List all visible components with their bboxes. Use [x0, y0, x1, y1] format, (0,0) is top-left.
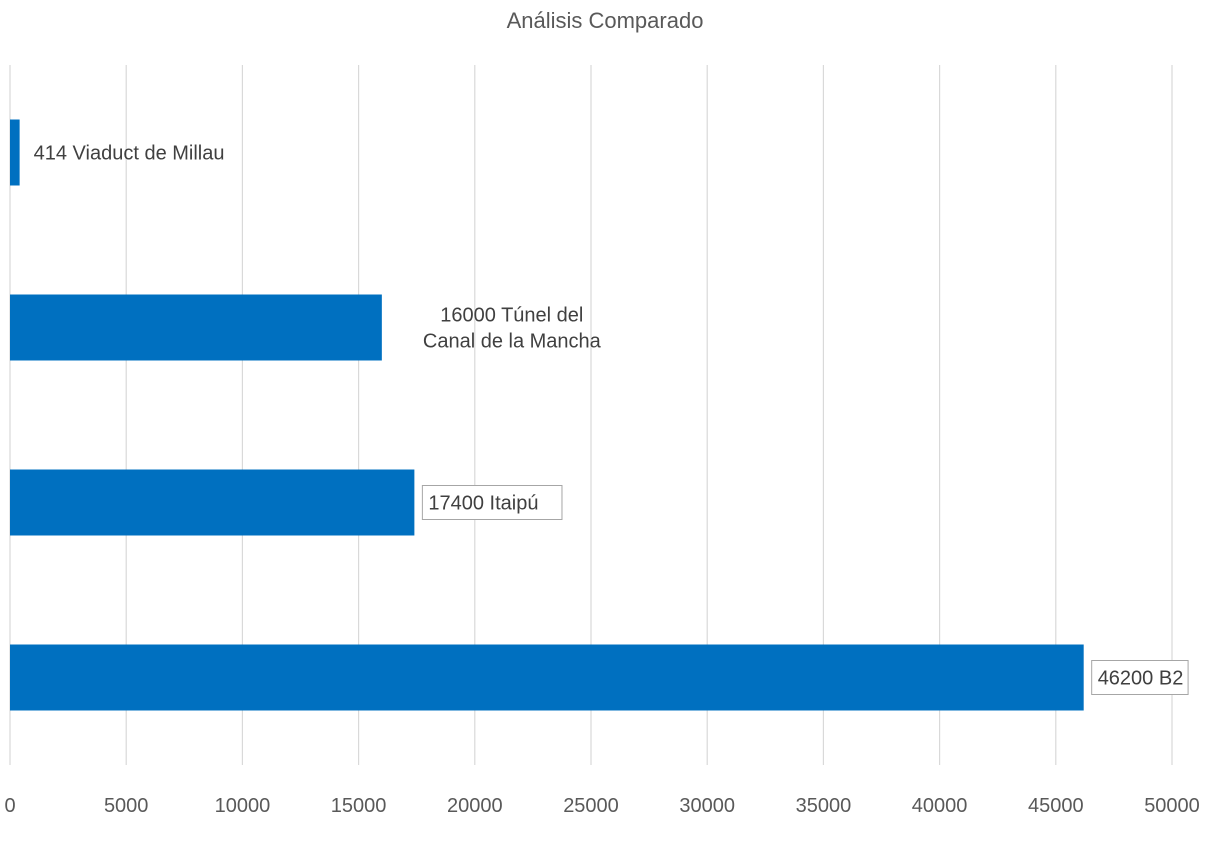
bar: [10, 469, 415, 536]
x-tick-label: 10000: [215, 795, 271, 817]
data-label: 17400 Itaipú: [428, 493, 538, 515]
x-tick-label: 0: [4, 795, 15, 817]
bar: [10, 119, 20, 186]
data-label: 46200 B2: [1098, 668, 1184, 690]
data-label: 16000 Túnel del Canal de la Mancha: [423, 305, 602, 353]
x-tick-label: 45000: [1028, 795, 1084, 817]
chart-title: Análisis Comparado: [506, 8, 704, 33]
x-tick-label: 30000: [679, 795, 735, 817]
x-tick-label: 5000: [104, 795, 149, 817]
data-label: 414 Viaduct de Millau: [34, 143, 225, 165]
x-tick-label: 25000: [563, 795, 619, 817]
data-label-box: [421, 485, 563, 520]
data-label-box: [1091, 660, 1189, 695]
x-tick-label: 40000: [912, 795, 968, 817]
bar: [10, 294, 382, 361]
x-tick-label: 20000: [447, 795, 503, 817]
x-tick-label: 50000: [1144, 795, 1200, 817]
bar: [10, 644, 1084, 711]
x-tick-label: 35000: [796, 795, 852, 817]
x-tick-label: 15000: [331, 795, 387, 817]
